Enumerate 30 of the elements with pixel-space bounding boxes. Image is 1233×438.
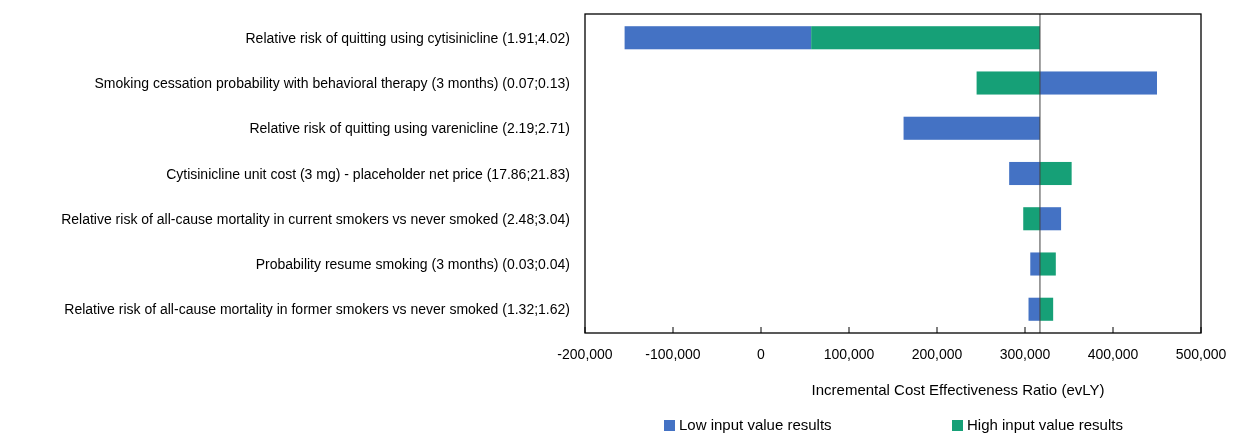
legend-label: High input value results <box>967 416 1123 433</box>
y-tick-label: Cytisinicline unit cost (3 mg) - placeholder net price (17.86;21.83) <box>166 165 570 182</box>
bar <box>976 71 1040 95</box>
x-axis-title: Incremental Cost Effectiveness Ratio (evLY) <box>811 381 1105 398</box>
bar <box>1039 207 1062 231</box>
bar <box>1023 207 1040 231</box>
legend-label: Low input value results <box>679 416 832 433</box>
x-tick-label: 200,000 <box>911 346 963 362</box>
y-tick-label: Relative risk of quitting using cytisinicline (1.91;4.02) <box>245 29 570 46</box>
bar <box>903 116 1040 140</box>
x-tick-label: 0 <box>757 346 766 362</box>
x-tick-label: 500,000 <box>1175 346 1227 362</box>
x-tick-label: 400,000 <box>1087 346 1139 362</box>
y-tick-label: Relative risk of all-cause mortality in current smokers vs never smoked (2.48;3.04) <box>61 210 570 227</box>
bar <box>1039 252 1056 276</box>
y-tick-label: Smoking cessation probability with behavioral therapy (3 months) (0.07;0.13) <box>94 75 570 91</box>
y-tick-label: Probability resume smoking (3 months) (0.03;0.04) <box>255 256 570 272</box>
x-tick-label: 300,000 <box>999 346 1051 362</box>
x-tick-label: 100,000 <box>823 346 875 362</box>
bar <box>1030 252 1040 276</box>
bar <box>624 26 812 50</box>
y-tick-label: Relative risk of all-cause mortality in former smokers vs never smoked (1.32;1.62) <box>64 301 570 318</box>
bar <box>1009 161 1040 186</box>
y-tick-label: Relative risk of quitting using varenicline (2.19;2.71) <box>249 120 570 137</box>
bar <box>1039 297 1054 321</box>
x-tick-label: -200,000 <box>557 346 613 362</box>
bar <box>811 26 1040 50</box>
bar <box>1039 161 1072 186</box>
x-tick-label: -100,000 <box>645 346 701 362</box>
bar <box>1039 71 1157 95</box>
